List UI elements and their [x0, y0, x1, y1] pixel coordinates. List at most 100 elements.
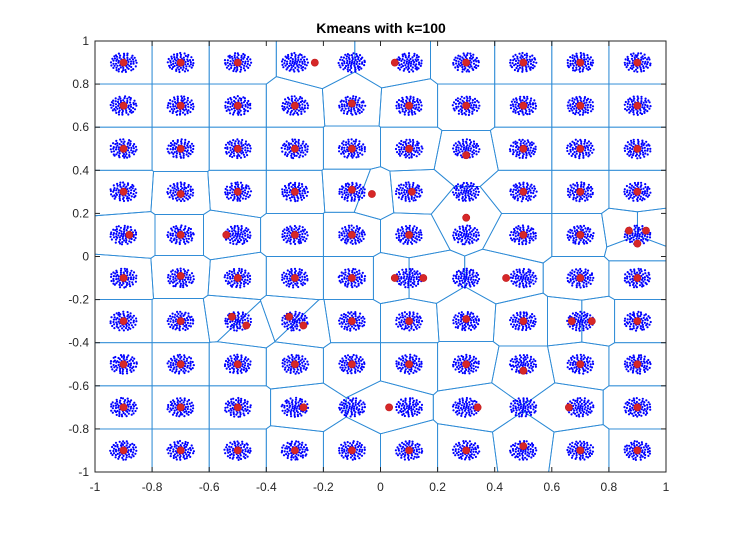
data-point — [244, 232, 246, 234]
data-point — [188, 184, 190, 186]
data-point — [629, 239, 631, 241]
data-point — [190, 234, 192, 236]
data-point — [519, 110, 521, 112]
data-point — [399, 241, 401, 243]
data-point — [455, 192, 457, 194]
data-point — [128, 324, 130, 326]
data-point — [172, 282, 174, 284]
data-point — [185, 190, 187, 192]
data-point — [341, 185, 343, 187]
data-point — [167, 276, 169, 278]
data-point — [237, 184, 239, 186]
data-point — [230, 325, 232, 327]
data-point — [125, 71, 127, 73]
data-point — [641, 225, 643, 227]
data-point — [459, 144, 461, 146]
data-point — [527, 191, 529, 193]
data-point — [362, 143, 364, 145]
data-point — [172, 192, 174, 194]
data-point — [526, 53, 528, 55]
data-point — [301, 236, 303, 238]
data-point — [172, 148, 174, 150]
data-point — [290, 268, 292, 270]
data-point — [465, 227, 467, 229]
data-point — [179, 229, 181, 231]
data-point — [469, 285, 471, 287]
data-point — [633, 98, 635, 100]
data-point — [354, 282, 356, 284]
data-point — [295, 141, 297, 143]
data-point — [637, 200, 639, 202]
data-point — [471, 242, 473, 244]
data-point — [349, 69, 351, 71]
data-point — [127, 113, 129, 115]
data-point — [192, 189, 194, 191]
data-point — [460, 234, 462, 236]
data-point — [417, 187, 419, 189]
data-point — [114, 109, 116, 111]
data-point — [338, 150, 340, 152]
data-point — [472, 54, 474, 56]
data-point — [459, 280, 461, 282]
data-point — [224, 59, 226, 61]
data-point — [343, 321, 345, 323]
data-point — [307, 104, 309, 106]
data-point — [111, 238, 113, 240]
data-point — [129, 315, 131, 317]
data-point — [567, 107, 569, 109]
data-point — [122, 99, 124, 101]
data-point — [340, 314, 342, 316]
data-point — [463, 182, 465, 184]
data-point — [405, 186, 407, 188]
data-point — [345, 183, 347, 185]
data-point — [289, 62, 291, 64]
data-point — [517, 321, 519, 323]
data-point — [242, 61, 244, 63]
data-point — [472, 99, 474, 101]
data-point — [572, 235, 574, 237]
data-point — [643, 106, 645, 108]
data-point — [356, 271, 358, 273]
data-point — [231, 234, 233, 236]
data-point — [133, 153, 135, 155]
data-point — [406, 274, 408, 276]
data-point — [631, 148, 633, 150]
data-point — [588, 231, 590, 233]
data-point — [187, 312, 189, 314]
data-point — [355, 182, 357, 184]
data-point — [516, 312, 518, 314]
data-point — [243, 154, 245, 156]
data-point — [469, 242, 471, 244]
data-point — [532, 102, 534, 104]
data-point — [173, 183, 175, 185]
data-point — [126, 157, 128, 159]
data-point — [583, 286, 585, 288]
data-point — [533, 142, 535, 144]
data-point — [237, 282, 239, 284]
data-point — [128, 68, 130, 70]
data-point — [176, 143, 178, 145]
data-point — [455, 189, 457, 191]
data-point — [225, 239, 227, 241]
data-point — [411, 113, 413, 115]
data-point — [469, 325, 471, 327]
data-point — [235, 243, 237, 245]
data-point — [518, 182, 520, 184]
data-point — [456, 271, 458, 273]
data-point — [533, 185, 535, 187]
data-point — [300, 230, 302, 232]
data-point — [569, 274, 571, 276]
data-point — [418, 56, 420, 58]
data-point — [224, 274, 226, 276]
data-point — [641, 140, 643, 142]
data-point — [635, 155, 637, 157]
data-point — [582, 114, 584, 116]
data-point — [359, 272, 361, 274]
data-point — [306, 231, 308, 233]
data-point — [113, 361, 115, 363]
data-point — [458, 270, 460, 272]
data-point — [626, 185, 628, 187]
data-point — [168, 323, 170, 325]
data-point — [180, 239, 182, 241]
data-point — [303, 59, 305, 61]
